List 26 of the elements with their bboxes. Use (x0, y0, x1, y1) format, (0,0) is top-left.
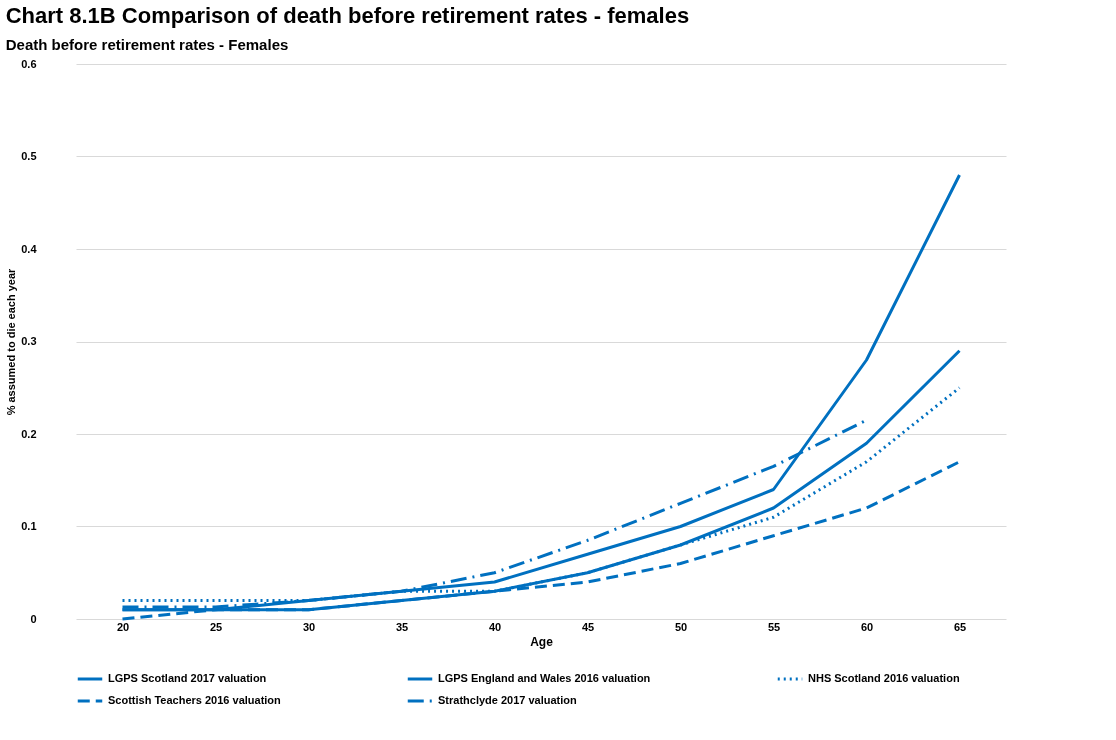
legend-label: Scottish Teachers 2016 valuation (108, 694, 282, 706)
y-tick-label: 0.2 (21, 427, 37, 440)
x-tick-label: 35 (395, 620, 409, 633)
y-tick-label: 0.6 (21, 57, 37, 70)
x-tick-label: 65 (953, 620, 967, 633)
y-tick-label: 0.4 (21, 242, 38, 255)
chart-subtitle: Death before retirement rates - Females (5, 36, 289, 53)
legend-label: NHS Scotland 2016 valuation (808, 672, 960, 684)
y-tick-label: 0.5 (21, 150, 37, 162)
x-tick-label: 25 (209, 620, 223, 633)
x-tick-label: 50 (674, 620, 688, 633)
y-axis-title: % assumed to die each year (5, 267, 18, 416)
x-tick-label: 40 (488, 620, 502, 633)
x-tick-label: 45 (581, 620, 595, 633)
y-tick-label: 0.3 (21, 335, 37, 347)
x-axis-title: Age (530, 634, 554, 649)
x-tick-label: 60 (860, 620, 874, 633)
legend-label: Strathclyde 2017 valuation (438, 694, 578, 706)
chart-title: Chart 8.1B Comparison of death before retirement rates - females (5, 3, 690, 28)
x-tick-label: 20 (116, 620, 130, 633)
y-tick-label: 0.1 (21, 520, 37, 532)
x-tick-label: 30 (302, 620, 316, 633)
y-tick-label: 0 (30, 612, 37, 625)
legend-label: LGPS Scotland 2017 valuation (108, 672, 267, 684)
x-tick-label: 55 (767, 620, 781, 633)
legend-label: LGPS England and Wales 2016 valuation (438, 672, 651, 684)
